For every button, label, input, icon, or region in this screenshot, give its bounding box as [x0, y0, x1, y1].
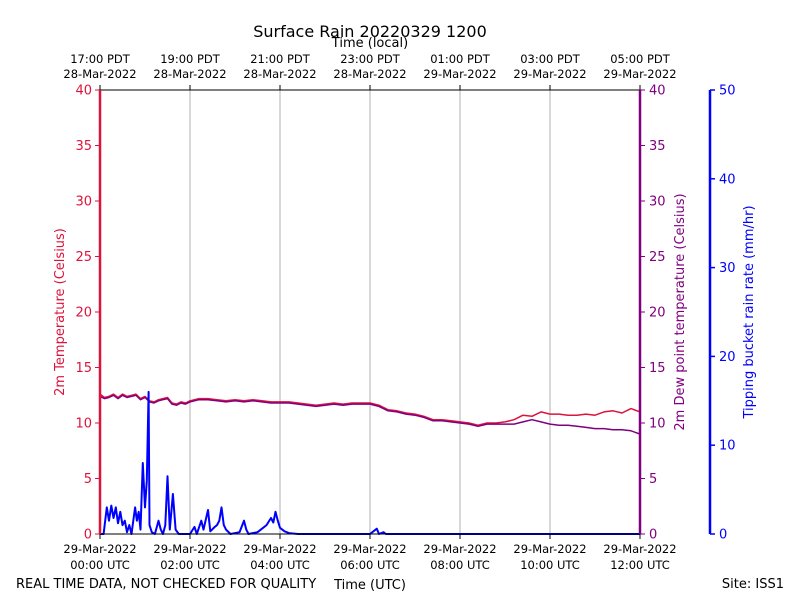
left-tick-label: 20: [75, 306, 92, 321]
axes-group: 0 5 10 15 20 25 30 35 40 0 5 10 15 20 25 30 35 40 0 10 20 30 4…: [63, 52, 735, 572]
left-tick-label: 5: [84, 472, 92, 487]
vertical-grid: [189, 90, 551, 534]
bottom-tick-time: 00:00 UTC: [70, 558, 130, 572]
left-tick-label: 25: [75, 250, 92, 265]
bottom-tick-date: 29-Mar-2022: [513, 542, 586, 556]
bottom-tick-time: 08:00 UTC: [430, 558, 490, 572]
top-tick-date: 28-Mar-2022: [243, 67, 316, 81]
right-tick-label: 10: [649, 417, 666, 432]
chart-title: Surface Rain 20220329 1200: [253, 22, 487, 41]
far-right-tick-label: 10: [719, 439, 736, 454]
left-tick-label: 10: [75, 417, 92, 432]
right-tick-label: 30: [649, 195, 666, 210]
top-tick-time: 01:00 PDT: [430, 52, 491, 66]
bottom-tick-time: 06:00 UTC: [340, 558, 400, 572]
series-group: [100, 390, 640, 535]
series-2m-temperature: [100, 393, 640, 426]
right-tick-label: 20: [649, 306, 666, 321]
bottom-tick-time: 12:00 UTC: [610, 558, 670, 572]
series-tipping-bucket-rain-rate: [100, 390, 640, 535]
top-tick-date: 29-Mar-2022: [513, 67, 586, 81]
bottom-tick-time: 04:00 UTC: [250, 558, 310, 572]
top-tick-time: 21:00 PDT: [250, 52, 311, 66]
footer-site: Site: ISS1: [722, 577, 784, 592]
far-right-tick-label: 50: [719, 84, 736, 99]
right-tick-label: 40: [649, 84, 666, 99]
far-right-tick-label: 0: [719, 528, 727, 543]
bottom-tick-date: 29-Mar-2022: [603, 542, 676, 556]
top-tick-time: 19:00 PDT: [160, 52, 221, 66]
bottom-tick-time: 02:00 UTC: [160, 558, 220, 572]
far-right-tick-label: 20: [719, 350, 736, 365]
left-tick-label: 35: [75, 139, 92, 154]
top-tick-time: 23:00 PDT: [340, 52, 401, 66]
top-tick-date: 28-Mar-2022: [153, 67, 226, 81]
right-tick-label: 0: [649, 528, 657, 543]
left-tick-label: 40: [75, 84, 92, 99]
far-right-axis-label: Tipping bucket rain rate (mm/hr): [742, 205, 757, 419]
top-axis-label: Time (local): [331, 36, 408, 51]
left-axis-label: 2m Temperature (Celsius): [53, 228, 68, 396]
right-axis-label: 2m Dew point temperature (Celsius): [673, 193, 688, 430]
top-tick-time: 17:00 PDT: [70, 52, 131, 66]
right-tick-label: 5: [649, 472, 657, 487]
bottom-tick-date: 29-Mar-2022: [243, 542, 316, 556]
bottom-tick-date: 29-Mar-2022: [423, 542, 496, 556]
top-tick-date: 28-Mar-2022: [63, 67, 136, 81]
left-tick-label: 15: [75, 361, 92, 376]
far-right-tick-label: 40: [719, 172, 736, 187]
top-tick-date: 29-Mar-2022: [603, 67, 676, 81]
left-tick-label: 0: [84, 528, 92, 543]
far-right-tick-label: 30: [719, 261, 736, 276]
top-tick-time: 03:00 PDT: [520, 52, 581, 66]
right-tick-label: 25: [649, 250, 666, 265]
x-axis-label: Time (UTC): [333, 578, 406, 593]
top-tick-date: 29-Mar-2022: [423, 67, 496, 81]
top-tick-date: 28-Mar-2022: [333, 67, 406, 81]
bottom-tick-date: 29-Mar-2022: [333, 542, 406, 556]
bottom-tick-time: 10:00 UTC: [520, 558, 580, 572]
top-tick-time: 05:00 PDT: [610, 52, 671, 66]
series-2m-dew-point-temperature: [100, 394, 640, 435]
right-tick-label: 15: [649, 361, 666, 376]
footer-quality-note: REAL TIME DATA, NOT CHECKED FOR QUALITY: [16, 577, 316, 592]
bottom-tick-date: 29-Mar-2022: [153, 542, 226, 556]
right-tick-label: 35: [649, 139, 666, 154]
bottom-tick-date: 29-Mar-2022: [63, 542, 136, 556]
left-tick-label: 30: [75, 195, 92, 210]
